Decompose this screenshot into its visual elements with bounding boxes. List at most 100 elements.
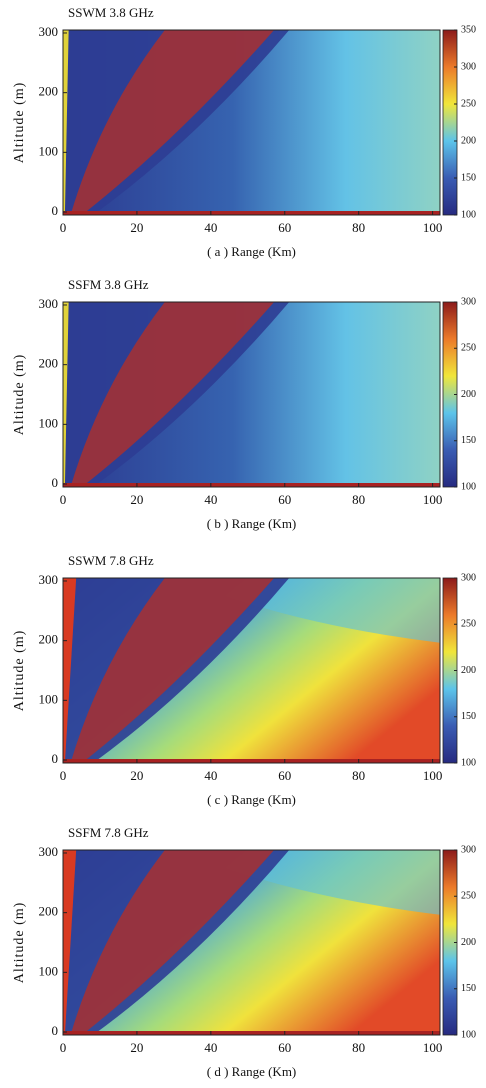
x-tick-label: 100: [423, 220, 443, 235]
colorbar-tick-label: 200: [461, 937, 476, 948]
x-tick-label: 20: [130, 768, 143, 783]
heatmap-panel: SSWM 7.8 GHz 0 100 200 300 0 20 40 60 80 100 ( c ) …: [12, 553, 476, 807]
field-red: [70, 578, 275, 763]
colorbar-tick-label: 250: [461, 98, 476, 109]
field-red: [70, 30, 275, 215]
chart-title: SSFM 7.8 GHz: [68, 825, 149, 840]
colorbar-tick-label: 200: [461, 665, 476, 676]
y-tick-label: 100: [39, 963, 59, 978]
colorbar-tick-label: 300: [461, 572, 476, 583]
x-tick-label: 0: [60, 1040, 67, 1055]
y-axis-label: Altitude (m): [12, 630, 27, 712]
field: [63, 30, 440, 215]
x-axis-label: ( d ) Range (Km): [207, 1064, 297, 1079]
x-tick-label: 100: [423, 768, 443, 783]
field-edge: [63, 30, 69, 215]
field-edge: [63, 850, 77, 1035]
colorbar-tick-label: 300: [461, 296, 476, 307]
field: [63, 302, 440, 487]
field-ground: [63, 211, 440, 215]
colorbar-tick-label: 250: [461, 619, 476, 630]
colorbar-fill: [442, 29, 458, 216]
colorbar: 100 150 200 250 300 350: [442, 24, 476, 220]
y-tick-label: 0: [52, 751, 59, 766]
x-tick-label: 80: [352, 768, 365, 783]
x-tick-label: 60: [278, 1040, 291, 1055]
chart-title: SSWM 7.8 GHz: [68, 553, 154, 568]
x-tick-label: 80: [352, 492, 365, 507]
field-edge: [63, 302, 69, 487]
y-tick-label: 100: [39, 143, 59, 158]
x-tick-label: 0: [60, 492, 67, 507]
y-tick-label: 200: [39, 632, 59, 647]
colorbar-tick-label: 100: [461, 1029, 476, 1040]
field-ground: [63, 483, 440, 487]
y-tick-label: 200: [39, 84, 59, 99]
x-tick-label: 80: [352, 220, 365, 235]
colorbar-tick-label: 300: [461, 844, 476, 855]
x-tick-label: 60: [278, 768, 291, 783]
colorbar-tick-label: 150: [461, 711, 476, 722]
y-tick-label: 300: [39, 572, 59, 587]
x-axis-label: ( c ) Range (Km): [207, 792, 296, 807]
colorbar-tick-label: 250: [461, 891, 476, 902]
colorbar-tick-label: 150: [461, 435, 476, 446]
heatmap-panel: SSFM 7.8 GHz 0 100 200 300 0 20 40 60 80 100 ( d ) …: [12, 825, 476, 1079]
y-tick-label: 100: [39, 691, 59, 706]
x-tick-label: 60: [278, 492, 291, 507]
colorbar: 100 150 200 250 300: [442, 572, 476, 768]
y-tick-label: 0: [52, 203, 59, 218]
chart-title: SSFM 3.8 GHz: [68, 277, 149, 292]
x-tick-label: 20: [130, 1040, 143, 1055]
y-tick-label: 300: [39, 844, 59, 859]
plot-frame: [62, 849, 441, 1036]
x-tick-label: 40: [204, 768, 217, 783]
field: [63, 850, 440, 1035]
y-tick-label: 100: [39, 415, 59, 430]
colorbar-tick-label: 100: [461, 209, 476, 220]
x-tick-label: 60: [278, 220, 291, 235]
colorbar-tick-label: 100: [461, 757, 476, 768]
colorbar-tick-label: 350: [461, 24, 476, 35]
colorbar: 100 150 200 250 300: [442, 844, 476, 1040]
colorbar-tick-label: 200: [461, 389, 476, 400]
y-axis-label: Altitude (m): [12, 354, 27, 436]
plot-frame: [62, 301, 441, 488]
colorbar-tick-label: 150: [461, 172, 476, 183]
y-tick-label: 0: [52, 475, 59, 490]
plot-frame: [62, 577, 441, 764]
colorbar-tick-label: 250: [461, 343, 476, 354]
y-tick-label: 300: [39, 296, 59, 311]
x-tick-label: 100: [423, 492, 443, 507]
field-red: [70, 302, 275, 487]
heatmap-panel: SSWM 3.8 GHz 0 100 200 300 0 20 40 60 80 100 ( a ) …: [12, 5, 476, 259]
field-ground: [63, 759, 440, 763]
y-tick-label: 300: [39, 24, 59, 39]
x-tick-label: 20: [130, 220, 143, 235]
x-tick-label: 40: [204, 492, 217, 507]
x-axis-label: ( b ) Range (Km): [207, 516, 297, 531]
colorbar: 100 150 200 250 300: [442, 296, 476, 492]
x-tick-label: 20: [130, 492, 143, 507]
colorbar-tick-label: 150: [461, 983, 476, 994]
y-tick-label: 200: [39, 904, 59, 919]
field-red: [70, 850, 275, 1035]
x-tick-label: 80: [352, 1040, 365, 1055]
colorbar-tick-label: 300: [461, 61, 476, 72]
x-axis-label: ( a ) Range (Km): [207, 244, 296, 259]
x-tick-label: 100: [423, 1040, 443, 1055]
field: [63, 578, 440, 763]
x-tick-label: 40: [204, 220, 217, 235]
y-tick-label: 0: [52, 1023, 59, 1038]
x-tick-label: 0: [60, 220, 67, 235]
colorbar-tick-label: 100: [461, 481, 476, 492]
y-axis-label: Altitude (m): [12, 82, 27, 164]
x-tick-label: 0: [60, 768, 67, 783]
y-axis-label: Altitude (m): [12, 902, 27, 984]
field-ground: [63, 1031, 440, 1035]
y-tick-label: 200: [39, 356, 59, 371]
field-edge: [63, 578, 77, 763]
x-tick-label: 40: [204, 1040, 217, 1055]
chart-title: SSWM 3.8 GHz: [68, 5, 154, 20]
